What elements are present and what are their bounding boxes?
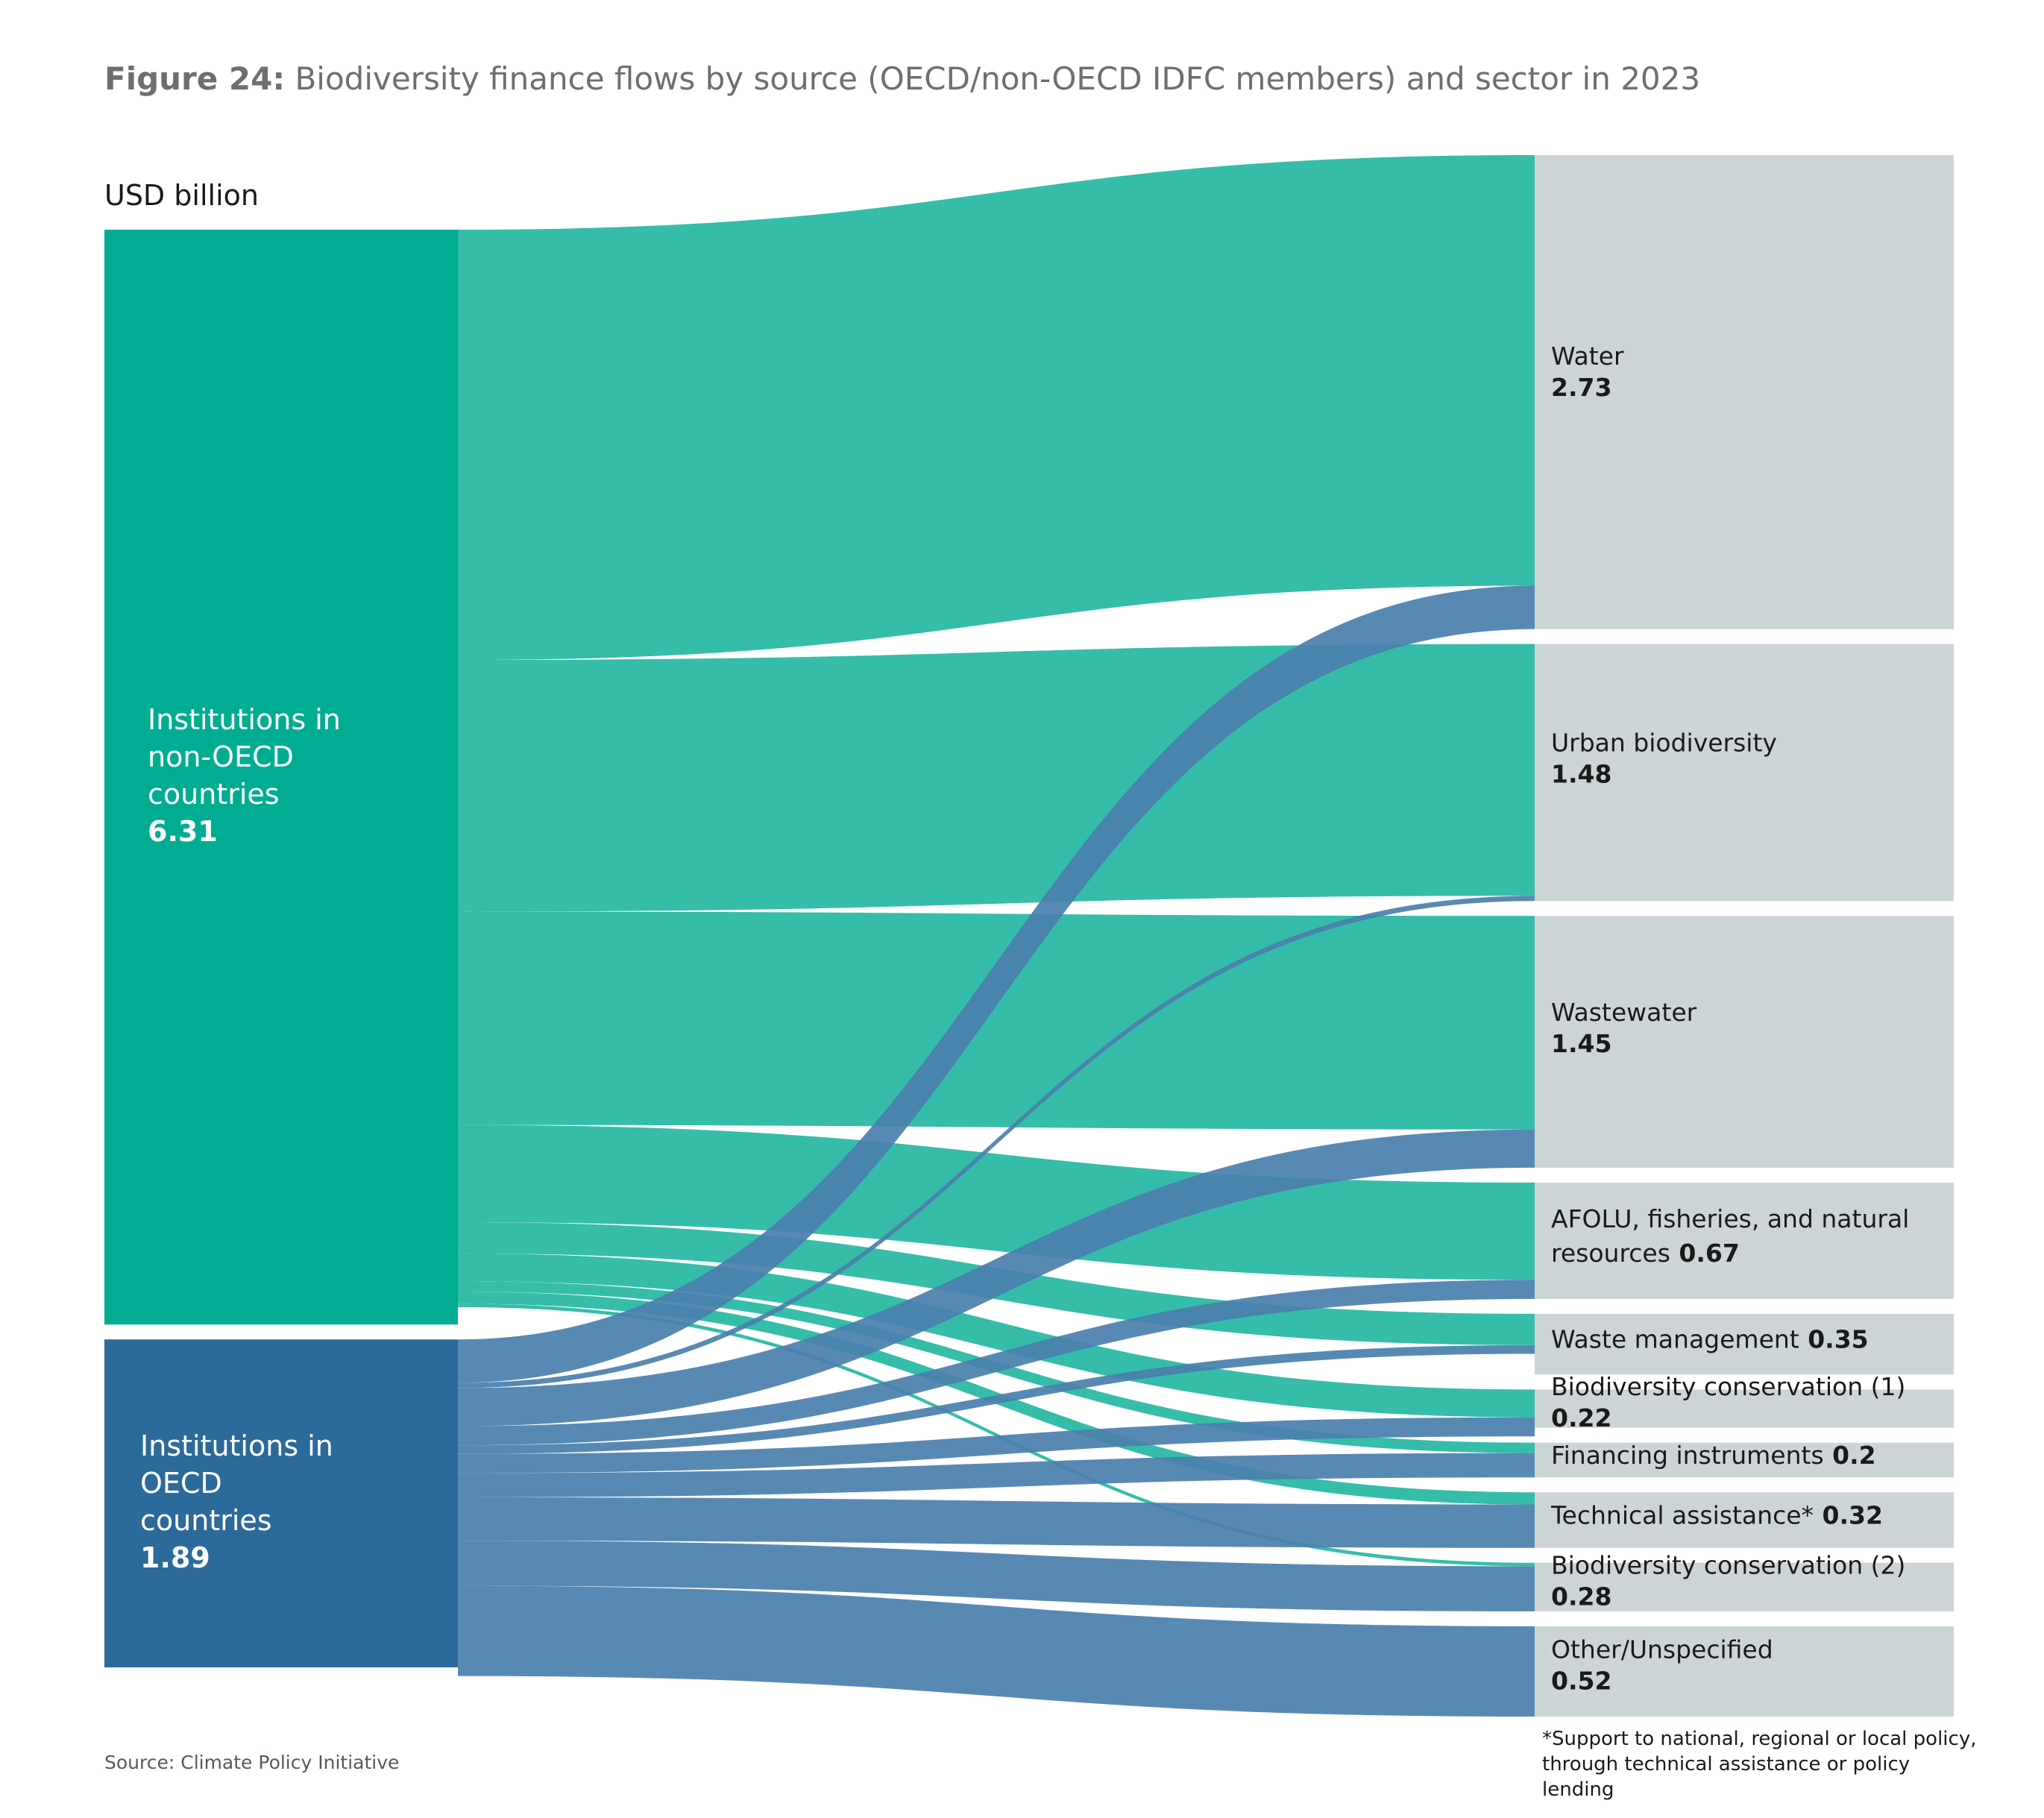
- source-node-nonoecd: [104, 230, 458, 1325]
- flow-oecd-to-fininst: [458, 1453, 1535, 1497]
- target-node-wastemgmt: [1535, 1313, 1954, 1375]
- flow-nonoecd-to-bioc2: [458, 1303, 1535, 1567]
- target-label-bioc2: Biodiversity conservation (2): [1551, 1550, 1905, 1579]
- flow-nonoecd-to-afolu: [458, 1125, 1535, 1280]
- target-value-fininst: 0.2: [1824, 1441, 1876, 1470]
- target-node-water: [1535, 155, 1954, 629]
- target-value-other: 0.52: [1551, 1666, 1611, 1695]
- target-label-wastewater: Wastewater: [1551, 998, 1697, 1027]
- source-label-nonoecd-line-1: non-OECD: [148, 740, 294, 773]
- sankey-nodes: [104, 155, 1954, 1717]
- target-label-afolu-line-0: AFOLU, fisheries, and natural: [1551, 1204, 1909, 1233]
- flow-oecd-to-afolu: [458, 1280, 1535, 1446]
- target-node-urban: [1535, 644, 1954, 902]
- target-label-techassist: Technical assistance* 0.32: [1550, 1500, 1883, 1529]
- target-label-bioc1: Biodiversity conservation (1): [1551, 1372, 1905, 1401]
- source-note: Source: Climate Policy Initiative: [104, 1752, 399, 1773]
- source-label-oecd-line-0: Institutions in: [140, 1429, 333, 1462]
- flow-nonoecd-to-water: [458, 155, 1535, 661]
- source-node-oecd: [104, 1339, 458, 1667]
- footnote-line-1: through technical assistance or policy: [1542, 1753, 1910, 1775]
- target-value-wastemgmt: 0.35: [1799, 1325, 1869, 1354]
- footnote-line-2: lending: [1542, 1778, 1614, 1801]
- target-label-wastemgmt: Waste management 0.35: [1551, 1325, 1869, 1354]
- flow-oecd-to-techassist: [458, 1497, 1535, 1548]
- target-value-wastewater: 1.45: [1551, 1029, 1611, 1058]
- flow-nonoecd-to-wastewater: [458, 911, 1535, 1130]
- target-node-other: [1535, 1626, 1954, 1717]
- flow-oecd-to-urban: [458, 896, 1535, 1388]
- target-value-afolu: 0.67: [1670, 1239, 1740, 1268]
- target-value-techassist: 0.32: [1814, 1500, 1883, 1529]
- source-value-oecd: 1.89: [140, 1541, 210, 1574]
- target-node-fininst: [1535, 1442, 1954, 1478]
- target-label-fininst: Financing instruments 0.2: [1551, 1441, 1876, 1470]
- target-node-techassist: [1535, 1492, 1954, 1548]
- node-labels: Institutions in non-OECD countries 6.31 Inst…: [140, 342, 1909, 1696]
- flow-links: [458, 155, 1535, 1717]
- source-label-nonoecd-line-2: countries: [148, 778, 280, 811]
- flow-nonoecd-to-urban: [458, 644, 1535, 912]
- source-label-oecd-line-2: countries: [140, 1504, 272, 1537]
- target-value-bioc2: 0.28: [1551, 1582, 1611, 1611]
- target-node-bioc2: [1535, 1562, 1954, 1611]
- unit-label: USD billion: [104, 179, 259, 212]
- source-label-nonoecd-line-0: Institutions in: [148, 703, 341, 736]
- flow-oecd-to-water: [458, 585, 1535, 1383]
- figure-number: Figure 24:: [104, 60, 285, 97]
- flow-oecd-to-other: [458, 1585, 1535, 1717]
- figure-caption: Biodiversity finance flows by source (OE…: [285, 60, 1700, 97]
- footnote-line-0: *Support to national, regional or local …: [1542, 1728, 1976, 1750]
- target-label-afolu-line-1: resources 0.67: [1551, 1239, 1740, 1268]
- flow-oecd-to-wastemgmt: [458, 1344, 1535, 1454]
- flow-oecd-to-bioc1: [458, 1417, 1535, 1473]
- target-value-urban: 1.48: [1551, 760, 1611, 789]
- chart-title: Figure 24: Biodiversity finance flows by…: [104, 60, 1700, 97]
- target-node-afolu: [1535, 1182, 1954, 1299]
- target-node-wastewater: [1535, 916, 1954, 1168]
- target-value-water: 2.73: [1551, 373, 1611, 402]
- target-label-water: Water: [1551, 342, 1624, 371]
- target-value-bioc1: 0.22: [1551, 1403, 1611, 1432]
- source-value-nonoecd: 6.31: [148, 815, 218, 848]
- source-label-oecd-line-1: OECD: [140, 1467, 222, 1500]
- target-node-bioc1: [1535, 1389, 1954, 1428]
- flow-oecd-to-bioc2: [458, 1541, 1535, 1611]
- target-label-urban: Urban biodiversity: [1551, 729, 1777, 758]
- footnote: *Support to national, regional or local …: [1542, 1728, 1976, 1801]
- target-label-other: Other/Unspecified: [1551, 1635, 1773, 1664]
- flow-oecd-to-wastewater: [458, 1129, 1535, 1427]
